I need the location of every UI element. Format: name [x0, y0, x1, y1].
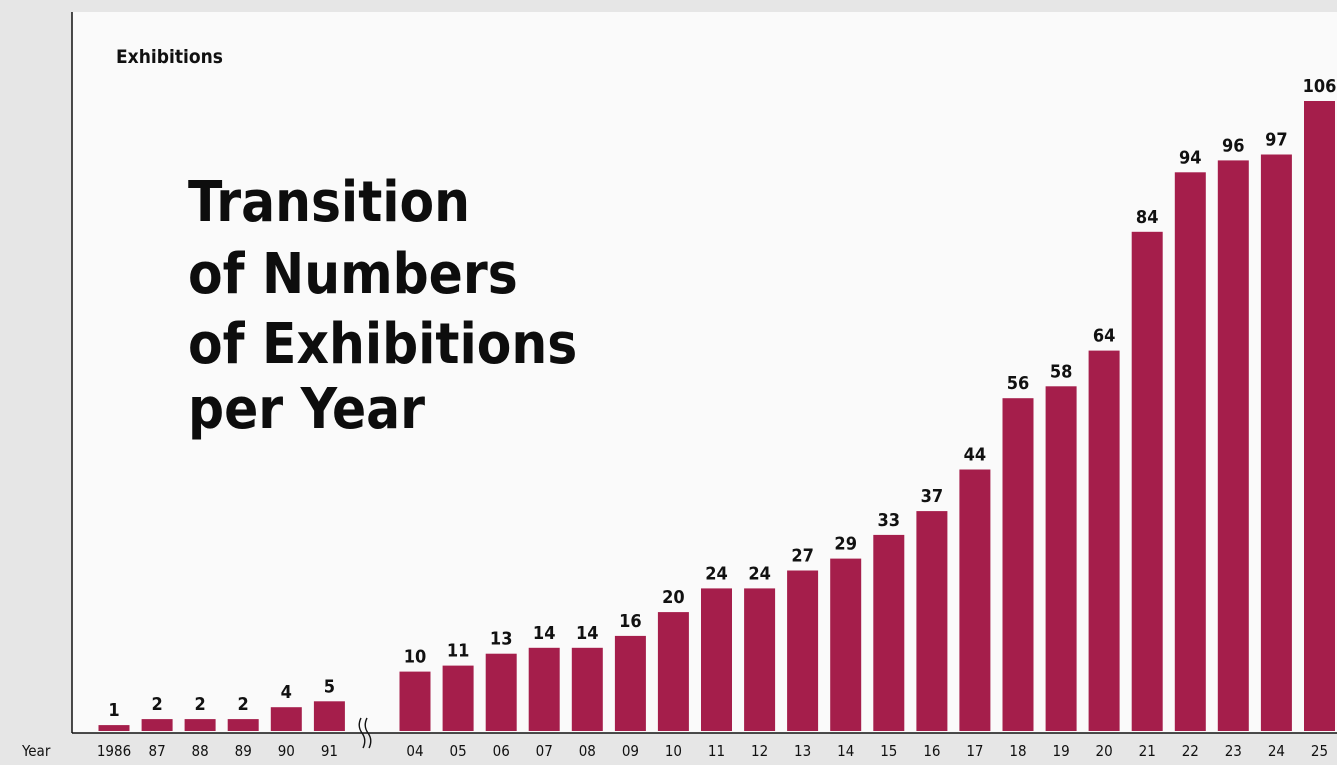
value-label: 16: [619, 611, 642, 632]
value-label: 1: [108, 700, 119, 721]
bar: [1174, 172, 1206, 732]
x-tick-label: 09: [622, 742, 639, 760]
bar: [313, 701, 345, 731]
bar: [1304, 101, 1335, 731]
chart-title: Transition of Numbers of Exhibitions per…: [188, 170, 577, 442]
value-label: 24: [748, 563, 771, 584]
x-tick-label: 11: [708, 742, 725, 760]
bar: [485, 653, 517, 731]
bar: [1002, 398, 1034, 731]
value-label: 94: [1179, 147, 1202, 168]
bar: [270, 707, 302, 731]
x-tick-label: 07: [536, 742, 553, 760]
x-tick-label: 10: [665, 742, 682, 760]
bar: [571, 647, 603, 731]
x-tick-label: 08: [579, 742, 596, 760]
x-tick-label: 17: [966, 742, 983, 760]
x-tick-label: 16: [923, 742, 940, 760]
value-label: 5: [324, 676, 335, 697]
x-tick-label: 05: [450, 742, 467, 760]
y-axis-label: Exhibitions: [116, 46, 223, 68]
value-label: 97: [1265, 130, 1288, 151]
value-label: 44: [964, 445, 987, 466]
value-label: 64: [1093, 326, 1116, 347]
x-tick-label: 04: [406, 742, 423, 760]
x-tick-label: 13: [794, 742, 811, 760]
x-tick-label: 18: [1009, 742, 1026, 760]
title-line: Transition: [188, 170, 470, 235]
bar: [184, 719, 216, 731]
value-label: 2: [238, 694, 249, 715]
title-line: of Exhibitions: [188, 312, 577, 377]
x-tick-label: 19: [1053, 742, 1070, 760]
bar: [614, 635, 646, 731]
bar: [744, 588, 776, 731]
x-tick-label: 25: [1311, 742, 1328, 760]
bar: [1260, 154, 1292, 731]
bar: [1131, 231, 1163, 732]
value-label: 10: [404, 647, 427, 668]
x-tick-label: 90: [278, 742, 295, 760]
value-label: 33: [878, 510, 901, 531]
x-tick-label: 87: [149, 742, 166, 760]
x-tick-label: 89: [235, 742, 252, 760]
x-tick-label: 22: [1182, 742, 1199, 760]
bar: [227, 719, 259, 731]
x-tick-label: 24: [1268, 742, 1285, 760]
x-tick-labels: 1986 87 88 89 90 91 04 05 06 07 08 09 10 11 12 13 14 15 16…: [97, 742, 1328, 760]
value-label: 24: [705, 563, 728, 584]
value-label: 2: [151, 694, 162, 715]
bar: [657, 612, 689, 731]
bar: [1088, 350, 1120, 731]
value-label: 4: [281, 682, 292, 703]
value-label: 37: [921, 486, 944, 507]
x-tick-label: 88: [192, 742, 209, 760]
bar: [399, 671, 431, 731]
value-label: 56: [1007, 373, 1030, 394]
x-tick-label: 06: [493, 742, 510, 760]
value-label: 11: [447, 641, 470, 662]
bar: [959, 469, 991, 731]
bar: [1217, 160, 1249, 731]
x-tick-label: 15: [880, 742, 897, 760]
x-tick-label: 21: [1139, 742, 1156, 760]
title-line: per Year: [188, 377, 425, 442]
bar: [787, 570, 819, 731]
value-label: 27: [791, 546, 814, 567]
value-label: 96: [1222, 135, 1245, 156]
value-label: 29: [834, 534, 857, 555]
bar: [1045, 386, 1077, 731]
x-axis-label: Year: [21, 742, 51, 760]
value-label: 20: [662, 587, 685, 608]
x-tick-label: 14: [837, 742, 854, 760]
x-tick-label: 1986: [97, 742, 131, 760]
value-label: 14: [533, 623, 556, 644]
bar: [528, 647, 560, 731]
x-tick-label: 20: [1096, 742, 1113, 760]
value-label: 14: [576, 623, 599, 644]
value-label: 106: [1303, 76, 1337, 97]
bar: [916, 511, 948, 731]
title-line: of Numbers: [188, 242, 518, 307]
value-label: 84: [1136, 207, 1159, 228]
value-label: 58: [1050, 361, 1073, 382]
bar: [98, 725, 130, 731]
bar: [141, 719, 173, 731]
x-tick-label: 91: [321, 742, 338, 760]
value-label: 13: [490, 629, 513, 650]
bars: [98, 101, 1335, 732]
bar: [830, 558, 862, 731]
bar: [701, 588, 732, 731]
axis-break-icon: [358, 717, 372, 749]
bar: [442, 665, 474, 731]
x-tick-label: 12: [751, 742, 768, 760]
value-label: 2: [194, 694, 205, 715]
bar: [873, 534, 905, 731]
x-tick-label: 23: [1225, 742, 1242, 760]
